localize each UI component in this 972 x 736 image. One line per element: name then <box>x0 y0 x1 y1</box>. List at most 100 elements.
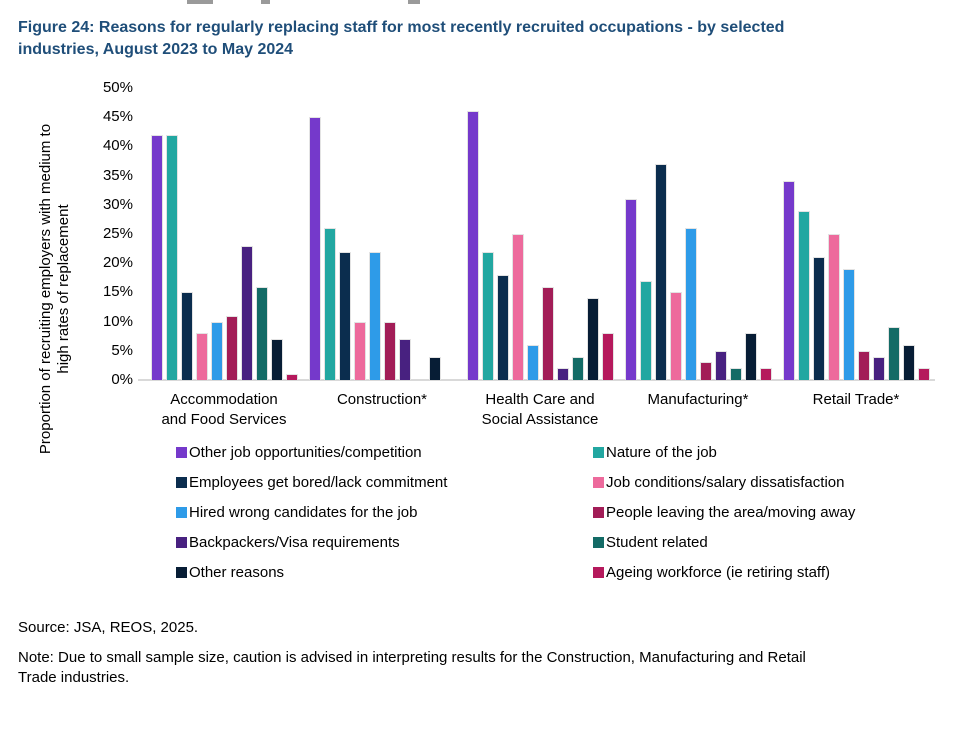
plot-area <box>145 88 935 380</box>
bar <box>180 292 193 380</box>
bar <box>782 181 795 380</box>
legend-label: Job conditions/salary dissatisfaction <box>606 474 845 491</box>
bar <box>511 234 524 380</box>
bar <box>240 246 253 380</box>
y-tick-label: 10% <box>102 312 133 330</box>
y-tick-label: 25% <box>102 225 133 242</box>
bar <box>571 357 584 380</box>
legend-label: People leaving the area/moving away <box>606 504 856 521</box>
legend-item: Job conditions/salary dissatisfaction <box>593 473 956 492</box>
x-axis-category-label: Accommodation and Food Services <box>161 391 287 428</box>
legend-item: Other reasons <box>176 563 593 582</box>
bar <box>353 322 366 380</box>
bar-group <box>303 88 461 380</box>
bar <box>797 211 810 380</box>
bar <box>270 339 283 380</box>
legend-item: People leaving the area/moving away <box>593 503 956 522</box>
bar <box>338 252 351 380</box>
bar <box>624 199 637 380</box>
bar <box>887 327 900 380</box>
bar <box>150 135 163 380</box>
legend: Other job opportunities/competition Natur… <box>176 443 956 582</box>
bar <box>383 322 396 380</box>
y-tick-label: 30% <box>102 195 133 213</box>
bar <box>210 322 223 380</box>
x-axis-category-label: Health Care and Social Assistance <box>481 391 599 428</box>
legend-swatch-icon <box>176 507 187 518</box>
legend-swatch-icon <box>176 537 187 548</box>
legend-swatch-icon <box>593 537 604 548</box>
legend-label: Other reasons <box>189 564 285 581</box>
y-tick-label: 40% <box>102 137 133 155</box>
bar <box>541 287 554 380</box>
legend-swatch-icon <box>593 447 604 458</box>
source-note: Source: JSA, REOS, 2025. <box>18 619 199 636</box>
legend-label: Other job opportunities/competition <box>189 444 422 461</box>
bar <box>526 345 539 380</box>
cut-off-text-fragment <box>408 0 420 4</box>
bar <box>872 357 885 380</box>
legend-label: Employees get bored/lack commitment <box>189 474 448 491</box>
cut-off-text-fragment <box>261 0 270 4</box>
bar <box>714 351 727 380</box>
bar <box>759 368 772 380</box>
bar <box>481 252 494 380</box>
bar <box>586 298 599 380</box>
legend-item: Ageing workforce (ie retiring staff) <box>593 563 956 582</box>
y-tick-label: 45% <box>102 108 133 126</box>
bar-group <box>777 88 935 380</box>
bar <box>195 333 208 380</box>
bar <box>323 228 336 380</box>
legend-swatch-icon <box>176 567 187 578</box>
legend-item: Backpackers/Visa requirements <box>176 533 593 552</box>
bar <box>225 316 238 380</box>
legend-swatch-icon <box>176 477 187 488</box>
legend-label: Student related <box>606 534 708 551</box>
y-tick-label: 5% <box>111 341 133 359</box>
y-tick-label: 15% <box>102 283 133 301</box>
bar <box>917 368 930 380</box>
bar <box>428 357 441 380</box>
bar-group <box>145 88 303 380</box>
y-axis-title: Proportion of recruiting employers with … <box>37 123 72 455</box>
x-axis-category-label: Retail Trade* <box>812 391 900 408</box>
bar <box>744 333 757 380</box>
legend-label: Nature of the job <box>606 444 717 461</box>
bar <box>255 287 268 380</box>
legend-label: Backpackers/Visa requirements <box>189 534 400 551</box>
x-axis-labels: Accommodation and Food Services Construct… <box>145 390 935 430</box>
legend-swatch-icon <box>593 567 604 578</box>
bar <box>639 281 652 380</box>
bar <box>285 374 298 380</box>
legend-label: Ageing workforce (ie retiring staff) <box>606 564 830 581</box>
bar <box>165 135 178 380</box>
legend-item: Employees get bored/lack commitment <box>176 473 593 492</box>
legend-item: Student related <box>593 533 956 552</box>
bar <box>398 339 411 380</box>
bar <box>601 333 614 380</box>
bar <box>654 164 667 380</box>
legend-swatch-icon <box>593 477 604 488</box>
bar <box>812 257 825 380</box>
figure-title: Figure 24: Reasons for regularly replaci… <box>18 19 785 58</box>
legend-item: Other job opportunities/competition <box>176 443 593 462</box>
y-tick-label: 35% <box>102 166 133 184</box>
cut-off-text-fragment <box>187 0 213 4</box>
bar <box>842 269 855 380</box>
y-tick-label: 0% <box>111 371 133 388</box>
legend-swatch-icon <box>593 507 604 518</box>
bar <box>308 117 321 380</box>
bar-group <box>461 88 619 380</box>
legend-item: Nature of the job <box>593 443 956 462</box>
y-tick-label: 50% <box>102 79 133 96</box>
bar <box>496 275 509 380</box>
x-axis-category-label: Construction* <box>336 391 428 408</box>
bar <box>684 228 697 380</box>
bar <box>556 368 569 380</box>
bar-group <box>619 88 777 380</box>
bar <box>827 234 840 380</box>
bar <box>699 362 712 380</box>
bar <box>368 252 381 380</box>
legend-label: Hired wrong candidates for the job <box>189 504 418 521</box>
